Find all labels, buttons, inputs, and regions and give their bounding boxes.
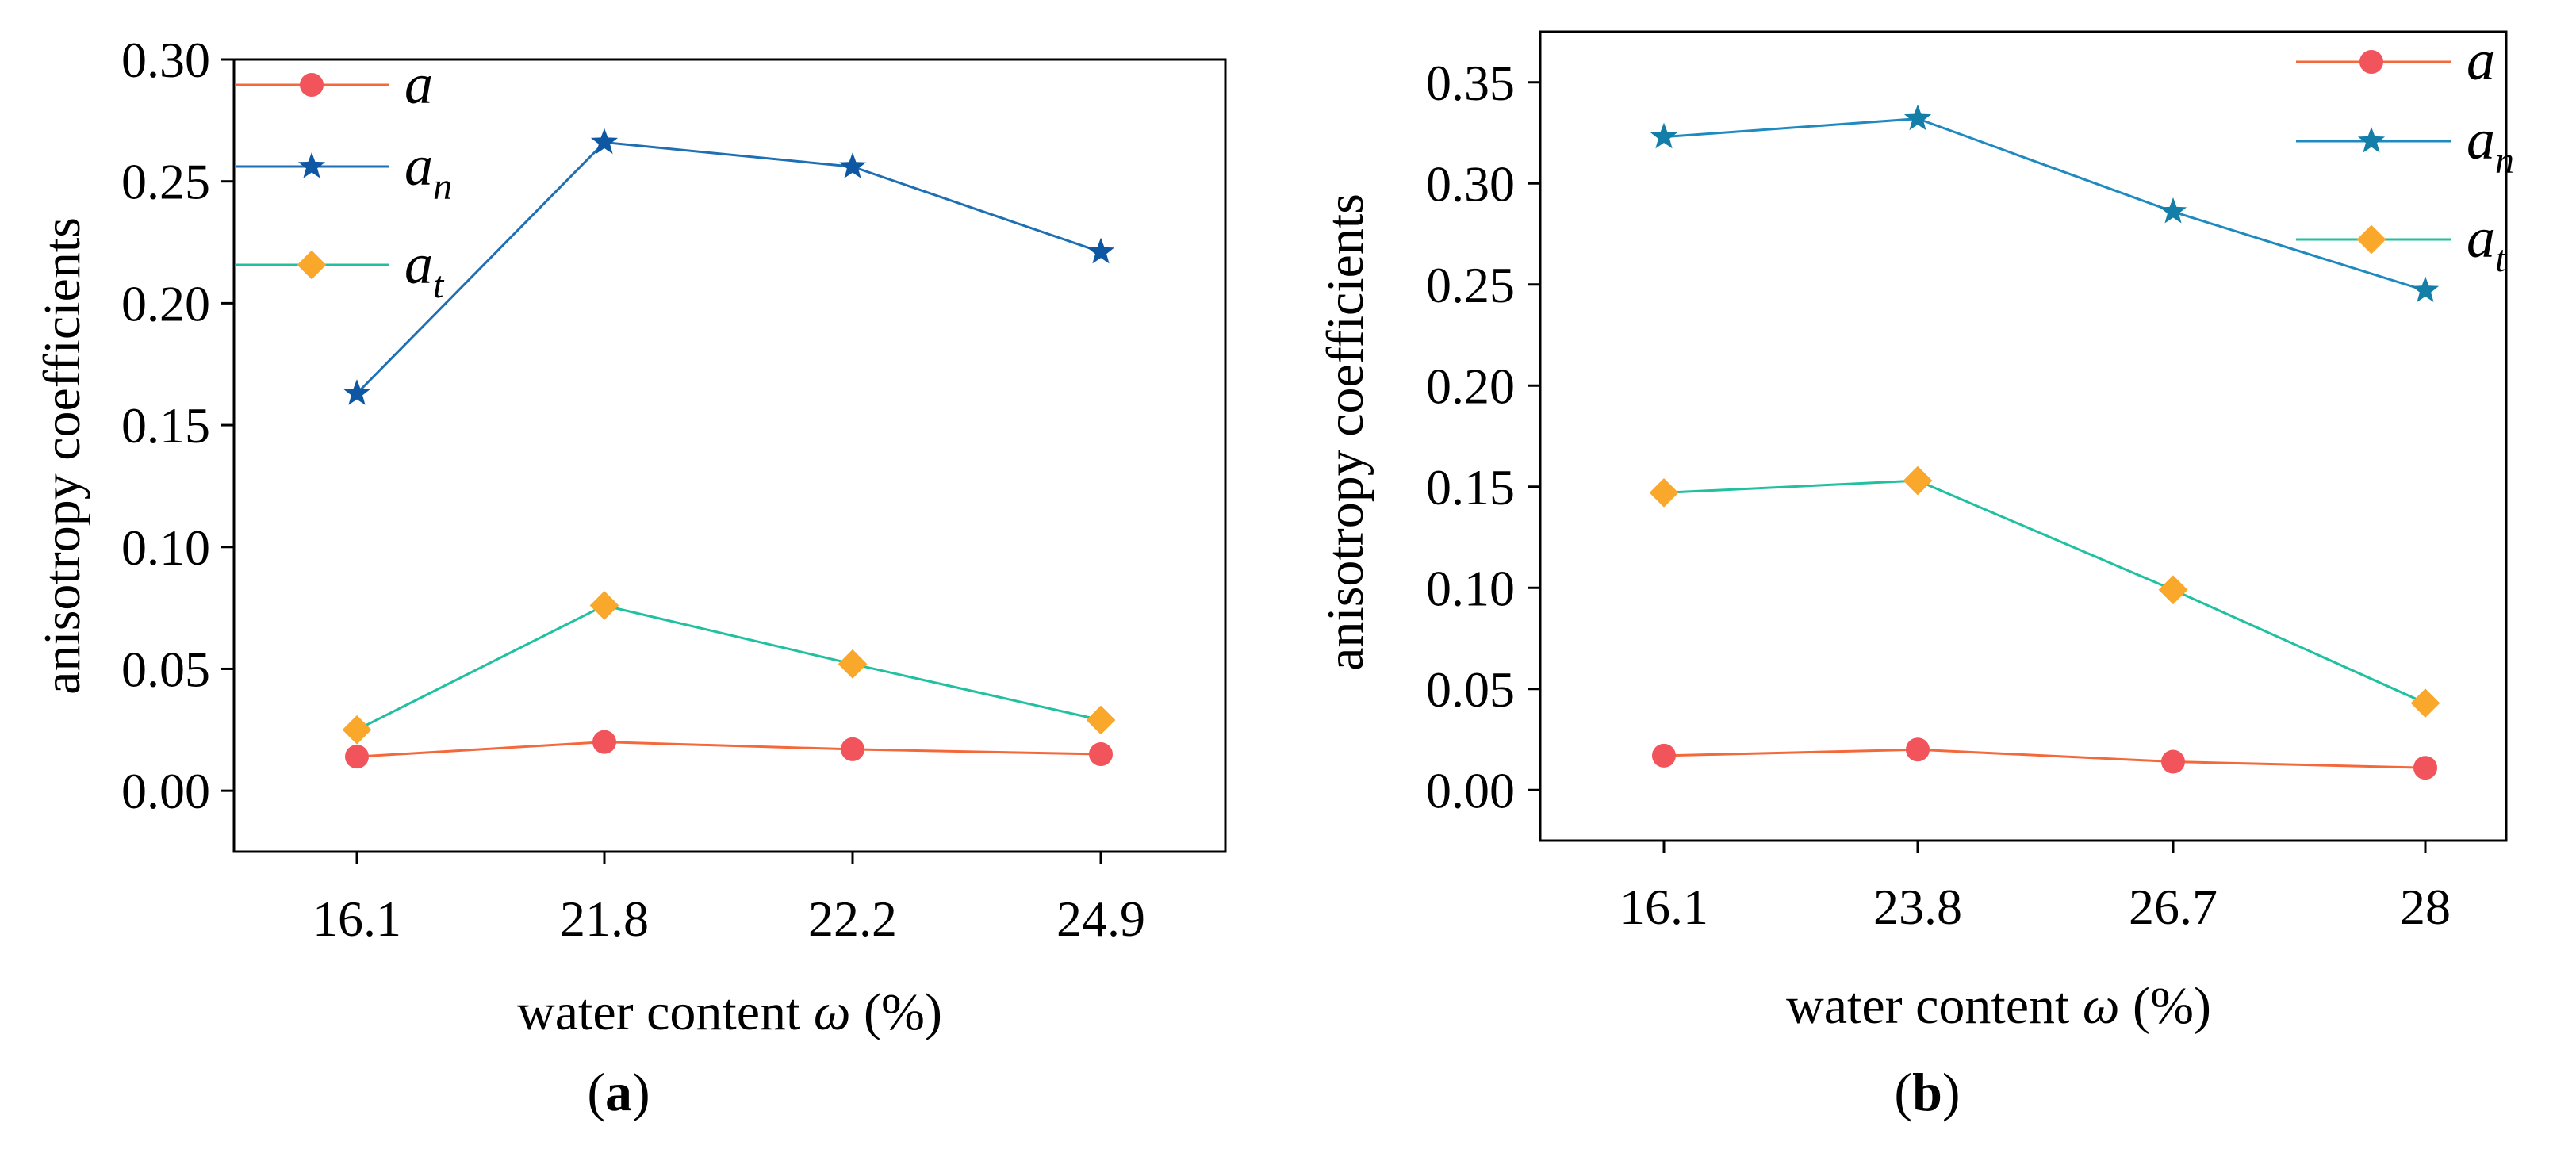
series-line-an (355, 140, 1102, 395)
y-tick-label: 0.15 (1426, 459, 1515, 515)
data-point-an (2159, 197, 2187, 224)
data-point-a (2161, 749, 2185, 774)
data-point-a (1089, 742, 1113, 767)
data-point-at (1903, 465, 1933, 496)
panel-a-x-axis-label: water content ω (%) (517, 983, 942, 1041)
x-tick-label: 22.2 (808, 891, 897, 947)
y-tick-label: 0.00 (121, 763, 210, 819)
y-tick-label: 0.25 (121, 154, 210, 210)
panel-b-plot-frame (1539, 30, 2508, 842)
y-tick-label: 0.30 (121, 32, 210, 88)
data-point-a (841, 737, 864, 761)
panel-b-x-axis-label: water content ω (%) (1786, 977, 2211, 1035)
y-tick-label: 0.05 (1426, 661, 1515, 718)
legend-label: an (2467, 108, 2514, 182)
y-tick-label: 0.00 (1426, 762, 1515, 818)
panel-b-legend-item-a: a (2296, 29, 2495, 92)
legend-circle-marker (300, 73, 324, 97)
y-tick-label: 0.10 (121, 519, 210, 576)
panel-a-plot-frame (232, 58, 1227, 853)
data-point-a (1652, 743, 1676, 768)
panel-b-caption: (b) (1894, 1062, 1960, 1122)
x-tick-label: 26.7 (2129, 879, 2218, 935)
panel-b-legend-item-an: an (2296, 108, 2514, 182)
legend-circle-marker (2359, 50, 2383, 74)
x-tick-label: 16.1 (1620, 879, 1708, 935)
y-tick-label: 0.30 (1426, 155, 1515, 212)
series-line-an (1663, 117, 2426, 292)
x-tick-label: 24.9 (1056, 891, 1145, 947)
panel-a-legend-item-at: at (236, 232, 445, 306)
panel-a-caption: (a) (587, 1062, 650, 1122)
panel-a-legend: a an at (236, 52, 452, 306)
x-tick-label: 21.8 (560, 891, 649, 947)
data-point-at (838, 649, 868, 679)
y-tick-label: 0.15 (121, 397, 210, 454)
legend-label: at (404, 232, 445, 306)
panel-b: 0.00 0.05 0.10 0.15 0.20 0.25 0.30 0.35 16.1 23.… (1317, 29, 2514, 1122)
data-point-an (1903, 104, 1932, 131)
data-point-at (342, 715, 372, 745)
legend-diamond-marker (297, 250, 327, 280)
y-tick-label: 0.10 (1426, 560, 1515, 616)
y-tick-label: 0.35 (1426, 55, 1515, 111)
y-tick-label: 0.20 (121, 275, 210, 331)
series-line-at (356, 603, 1102, 731)
data-point-at (2410, 688, 2440, 718)
y-tick-label: 0.25 (1426, 257, 1515, 313)
data-point-a (2413, 756, 2437, 780)
legend-label: at (2467, 206, 2507, 280)
data-point-at (1086, 705, 1116, 735)
panel-b-legend-item-at: at (2296, 206, 2507, 280)
panel-a-y-ticks: 0.00 0.05 0.10 0.15 0.20 0.25 0.30 (121, 32, 234, 819)
legend-label: a (404, 52, 433, 116)
data-point-a (592, 730, 616, 754)
y-tick-label: 0.20 (1426, 358, 1515, 414)
data-point-an (2411, 276, 2440, 302)
panel-b-y-axis-label: anisotropy coefficients (1317, 193, 1374, 671)
x-tick-label: 28 (2400, 879, 2451, 935)
series-line-a (1663, 748, 2426, 769)
legend-star-marker (2357, 127, 2386, 153)
panel-b-y-ticks: 0.00 0.05 0.10 0.15 0.20 0.25 0.30 0.35 (1426, 55, 1540, 818)
legend-star-marker (297, 152, 326, 178)
data-point-an (1650, 122, 1678, 149)
legend-star-shape (297, 152, 326, 178)
series-line-a (356, 741, 1102, 758)
data-point-at (2158, 575, 2188, 605)
data-point-at (1649, 478, 1679, 508)
data-point-an (590, 128, 619, 155)
panel-a: 0.00 0.05 0.10 0.15 0.20 0.25 0.30 16.1 21.8 22.… (33, 32, 1227, 1122)
data-point-an (343, 379, 371, 405)
y-tick-label: 0.05 (121, 641, 210, 697)
legend-label: an (404, 134, 452, 208)
legend-star-shape (2357, 127, 2386, 153)
data-point-an (838, 152, 867, 178)
panel-a-x-ticks: 16.1 21.8 22.2 24.9 (312, 852, 1145, 947)
panel-b-x-ticks: 16.1 23.8 26.7 28 (1620, 841, 2451, 935)
panel-a-series (342, 128, 1116, 769)
panel-a-legend-item-a: a (236, 52, 433, 116)
data-point-a (345, 745, 369, 769)
data-point-a (1906, 737, 1930, 762)
panel-b-series (1649, 104, 2440, 780)
x-tick-label: 16.1 (312, 891, 401, 947)
panel-a-legend-item-an: an (236, 134, 452, 208)
panel-a-y-axis-label: anisotropy coefficients (33, 217, 91, 695)
series-line-at (1663, 479, 2426, 704)
panel-b-legend: a an at (2296, 29, 2514, 280)
legend-diamond-marker (2356, 224, 2386, 255)
data-point-an (1087, 237, 1115, 264)
data-point-at (589, 591, 619, 620)
x-tick-label: 23.8 (1873, 879, 1962, 935)
legend-label: a (2467, 29, 2495, 92)
